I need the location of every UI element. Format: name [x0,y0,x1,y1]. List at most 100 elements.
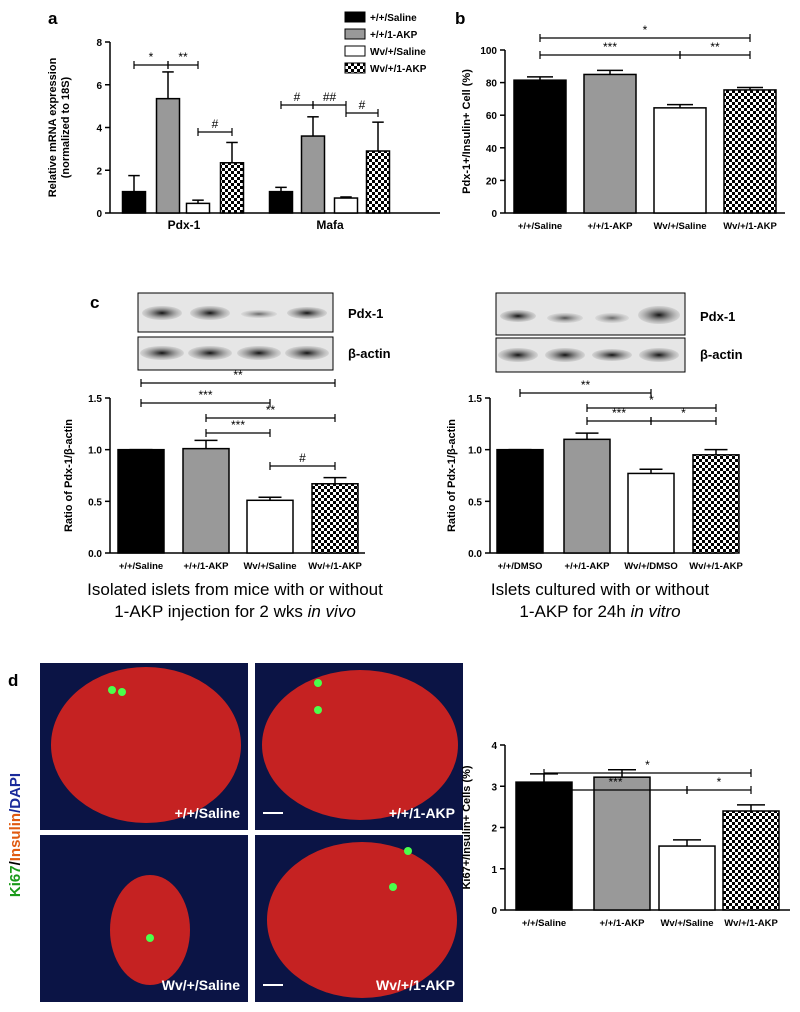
bar [246,499,294,554]
significance-label: * [717,775,722,789]
error-bar [372,121,384,152]
y-tick-label: 1 [491,865,497,876]
legend-swatch [344,11,366,23]
legend-label: Wv/+/Saline [370,47,426,58]
y-axis-label: Ratio of Pdx-1/β-actin [63,419,75,532]
significance-label: *** [608,775,622,789]
significance-label: *** [231,418,245,432]
error-bar [340,196,352,199]
significance-bracket: # [345,98,379,117]
bar [658,845,716,911]
bar [653,107,707,214]
ki67-cell [314,706,322,714]
x-tick-label: +/+/Saline [518,221,562,232]
error-bar [323,476,347,484]
blot-band [237,346,281,360]
error-bar [575,432,599,440]
blot-band [498,348,538,362]
bar [627,472,675,554]
blot-band [285,346,329,360]
significance-label: ** [581,378,591,392]
blot-band [188,346,232,360]
significance-bracket: # [269,451,336,470]
stain-part: /DAPI [7,773,24,813]
significance-label: * [643,23,648,37]
ki67-cell [118,688,126,696]
significance-label: ** [266,403,276,417]
error-bar [704,448,728,455]
x-tick-label: +/+/1-AKP [184,561,230,572]
blot-label: β-actin [348,346,391,361]
significance-label: # [359,98,366,112]
significance-bracket: ** [140,368,336,387]
bar [593,776,651,911]
y-tick-label: 0.0 [88,549,102,560]
legend-swatch [344,62,366,74]
ki67-cell [389,883,397,891]
bar [121,190,147,214]
caption-part: Isolated islets from mice with or withou… [87,580,383,599]
blot-band [241,310,277,318]
y-axis-label: Ratio of Pdx-1/β-actin [446,419,458,532]
significance-label: # [299,451,306,465]
significance-label: ** [233,368,243,382]
y-tick-label: 1.0 [468,446,482,457]
y-tick-label: 3 [491,782,497,793]
stain-label: Ki67/Insulin/DAPI [7,773,24,897]
significance-label: *** [198,388,212,402]
error-bar [527,76,553,81]
error-bar [258,496,282,501]
bar [365,150,391,214]
error-bar [737,804,765,811]
caption: 1-AKP injection for 2 wks in vivo [114,602,356,621]
x-tick-label: Wv/+/1-AKP [723,221,777,232]
significance-label: ** [710,40,720,54]
bar [219,162,245,214]
significance-bracket: ** [679,40,751,59]
y-tick-label: 2 [491,824,497,835]
significance-bracket: *** [586,406,652,425]
significance-label: *** [603,40,617,54]
islet [110,875,190,985]
panel-label: a [48,9,58,28]
x-tick-label: +/+/1-AKP [600,918,646,929]
ki67-cell [108,686,116,694]
caption: Isolated islets from mice with or withou… [87,580,383,599]
error-bar [673,839,701,847]
error-bar [597,69,623,75]
error-bar [667,103,693,108]
error-bar [226,141,238,163]
significance-label: *** [612,406,626,420]
bar [515,781,573,911]
x-tick-label: Wv/+/1-AKP [308,561,362,572]
significance-label: * [681,406,686,420]
blot-band [500,310,536,322]
legend-label: +/+/1-AKP [370,30,418,41]
bar [723,89,777,214]
panel-label: c [90,293,99,312]
significance-bracket: * [586,393,717,412]
y-tick-label: 1.5 [468,394,482,405]
y-tick-label: 1.5 [88,394,102,405]
bar [692,454,740,554]
bar [182,447,230,554]
significance-label: ## [323,90,337,104]
y-tick-label: 1.0 [88,446,102,457]
blot-band [287,307,327,319]
significance-bracket: *** [205,418,271,437]
error-bar [162,71,174,99]
islet [262,670,458,820]
blot-band [140,346,184,360]
significance-label: * [149,50,154,64]
y-axis-label: Ki67+/Insulin+ Cells (%) [461,765,473,889]
y-tick-label: 0.5 [88,497,102,508]
y-axis-label-line: Ratio of Pdx-1/β-actin [446,419,458,532]
caption-part: in vivo [308,602,356,621]
ki67-cell [146,934,154,942]
ki67-cell [404,847,412,855]
bar [117,448,165,554]
x-tick-label: +/+/DMSO [498,561,543,572]
caption: Islets cultured with or without [491,580,710,599]
blot-band [638,306,680,324]
bar [300,135,326,214]
